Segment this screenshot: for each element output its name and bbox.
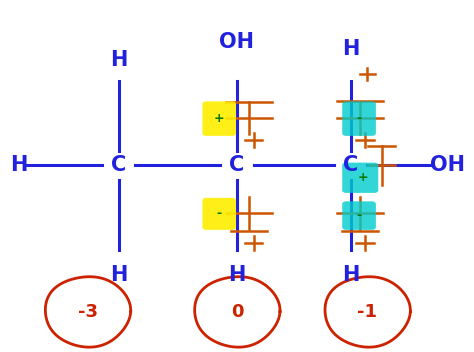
Text: H: H xyxy=(342,265,359,284)
Text: H: H xyxy=(342,39,359,59)
FancyBboxPatch shape xyxy=(202,198,236,230)
Text: -1: -1 xyxy=(357,302,377,321)
FancyBboxPatch shape xyxy=(342,163,378,193)
Text: H: H xyxy=(110,265,127,284)
Text: -: - xyxy=(217,207,221,220)
Text: H: H xyxy=(110,50,127,70)
Text: -: - xyxy=(357,112,362,125)
Text: OH: OH xyxy=(430,156,465,175)
FancyBboxPatch shape xyxy=(342,101,376,136)
Text: -: - xyxy=(357,209,362,222)
FancyBboxPatch shape xyxy=(202,101,236,136)
Text: C: C xyxy=(111,156,126,175)
Text: H: H xyxy=(10,156,27,175)
Text: -3: -3 xyxy=(78,302,98,321)
Text: 0: 0 xyxy=(231,302,243,321)
Text: OH: OH xyxy=(219,32,255,52)
Text: H: H xyxy=(228,265,246,284)
Text: C: C xyxy=(343,156,358,175)
Text: C: C xyxy=(229,156,245,175)
Text: +: + xyxy=(357,171,368,184)
Text: +: + xyxy=(214,112,224,125)
FancyBboxPatch shape xyxy=(342,201,376,230)
